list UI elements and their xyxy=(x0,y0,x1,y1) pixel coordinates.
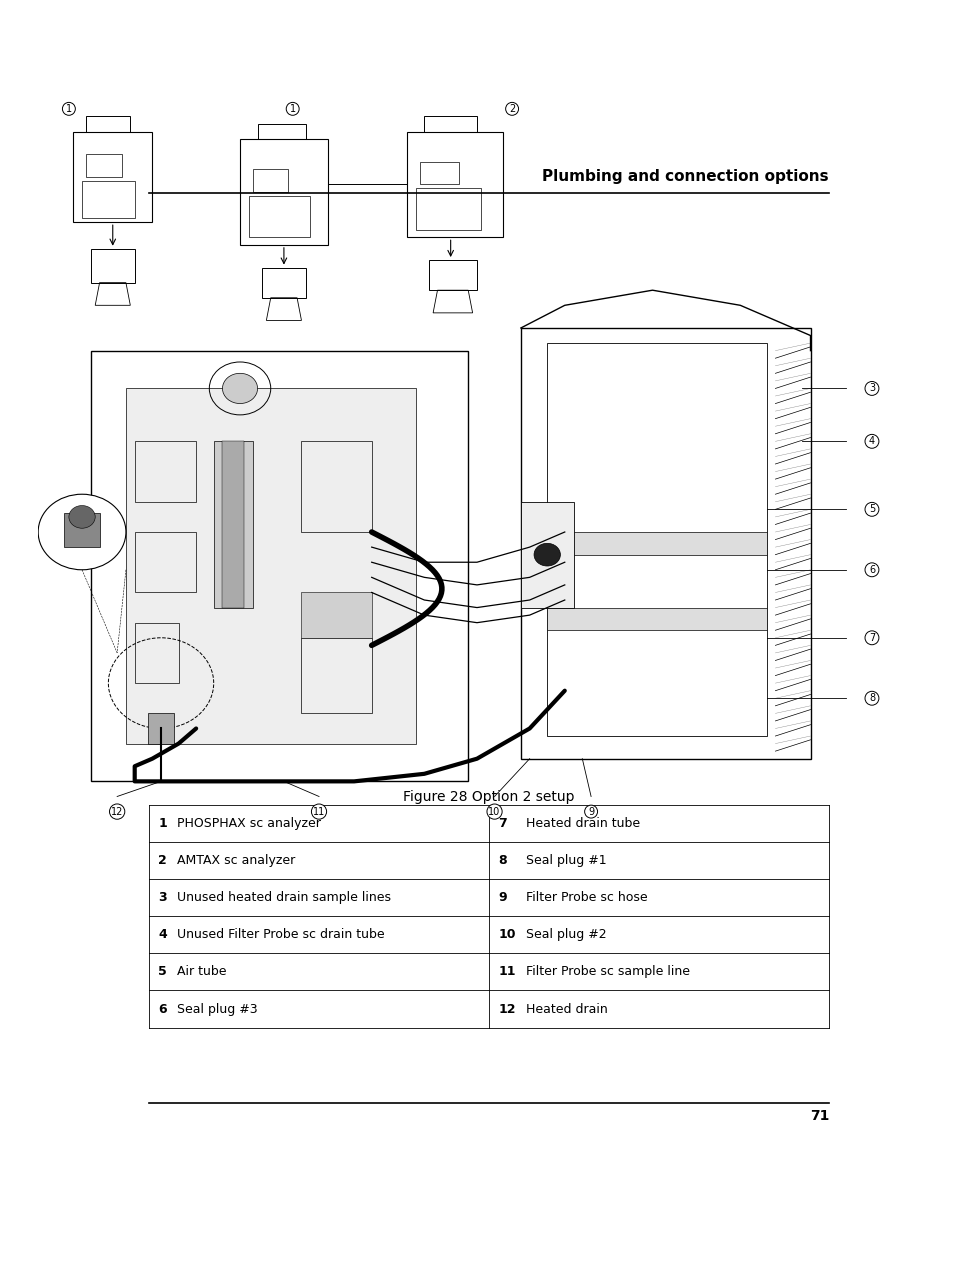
Text: 71: 71 xyxy=(809,1109,828,1123)
Bar xyxy=(134,622,178,683)
Bar xyxy=(520,328,810,758)
Text: 8: 8 xyxy=(498,853,507,867)
Text: Filter Probe sc hose: Filter Probe sc hose xyxy=(525,892,647,904)
Text: Figure 28 Option 2 setup: Figure 28 Option 2 setup xyxy=(403,790,574,804)
Text: 4: 4 xyxy=(868,437,874,446)
Bar xyxy=(249,196,310,237)
Text: Heated drain: Heated drain xyxy=(525,1002,607,1016)
Bar xyxy=(222,441,244,607)
Bar xyxy=(547,532,766,555)
Text: 7: 7 xyxy=(498,817,507,829)
Text: 2: 2 xyxy=(158,853,167,867)
Bar xyxy=(424,117,476,132)
Text: 2: 2 xyxy=(509,104,515,114)
Text: 3: 3 xyxy=(868,384,874,394)
Text: 6: 6 xyxy=(158,1002,167,1016)
Text: 1: 1 xyxy=(66,104,71,114)
Bar xyxy=(65,513,99,547)
Bar xyxy=(406,132,503,237)
Bar xyxy=(213,441,253,607)
Text: 11: 11 xyxy=(498,965,516,978)
Text: Seal plug #1: Seal plug #1 xyxy=(525,853,606,867)
Bar xyxy=(134,532,196,592)
Circle shape xyxy=(222,373,257,404)
Text: 7: 7 xyxy=(868,632,874,643)
Text: 11: 11 xyxy=(313,806,325,817)
Text: 4: 4 xyxy=(158,928,167,941)
Text: Unused heated drain sample lines: Unused heated drain sample lines xyxy=(176,892,391,904)
Circle shape xyxy=(534,544,559,566)
Bar xyxy=(91,249,134,283)
Bar xyxy=(87,117,131,132)
Text: AMTAX sc analyzer: AMTAX sc analyzer xyxy=(176,853,294,867)
Bar xyxy=(134,442,196,502)
Bar xyxy=(547,607,766,630)
Bar xyxy=(87,154,121,177)
Text: 10: 10 xyxy=(498,928,516,941)
Bar xyxy=(91,351,468,781)
Text: Seal plug #2: Seal plug #2 xyxy=(525,928,606,941)
Text: 8: 8 xyxy=(868,693,874,704)
Bar xyxy=(73,132,152,222)
Bar xyxy=(547,343,766,737)
Text: 12: 12 xyxy=(498,1002,516,1016)
Bar xyxy=(82,180,134,218)
Bar xyxy=(262,268,306,297)
Text: Plumbing and connection options: Plumbing and connection options xyxy=(542,169,828,184)
Bar xyxy=(148,714,174,744)
Bar xyxy=(419,161,459,184)
Bar xyxy=(428,260,476,290)
Text: 1: 1 xyxy=(290,104,295,114)
Bar xyxy=(126,389,416,744)
Circle shape xyxy=(38,494,126,570)
Text: Heated drain tube: Heated drain tube xyxy=(525,817,639,829)
Circle shape xyxy=(69,505,95,528)
Bar xyxy=(416,188,481,230)
Text: Air tube: Air tube xyxy=(176,965,226,978)
Text: 9: 9 xyxy=(587,806,594,817)
Bar xyxy=(253,169,288,192)
Text: 12: 12 xyxy=(111,806,123,817)
Bar xyxy=(240,140,328,245)
Bar xyxy=(520,502,573,607)
Bar xyxy=(301,638,372,714)
Text: Filter Probe sc sample line: Filter Probe sc sample line xyxy=(525,965,689,978)
Text: 1: 1 xyxy=(158,817,167,829)
Bar xyxy=(257,124,306,140)
Text: Seal plug #3: Seal plug #3 xyxy=(176,1002,257,1016)
Bar xyxy=(301,441,372,532)
Text: 5: 5 xyxy=(868,504,874,514)
Text: 5: 5 xyxy=(158,965,167,978)
Text: 3: 3 xyxy=(158,892,167,904)
Text: PHOSPHAX sc analyzer: PHOSPHAX sc analyzer xyxy=(176,817,320,829)
Text: 10: 10 xyxy=(488,806,500,817)
Text: Unused Filter Probe sc drain tube: Unused Filter Probe sc drain tube xyxy=(176,928,384,941)
Text: 9: 9 xyxy=(498,892,507,904)
Text: 6: 6 xyxy=(868,565,874,575)
Bar xyxy=(301,592,372,638)
